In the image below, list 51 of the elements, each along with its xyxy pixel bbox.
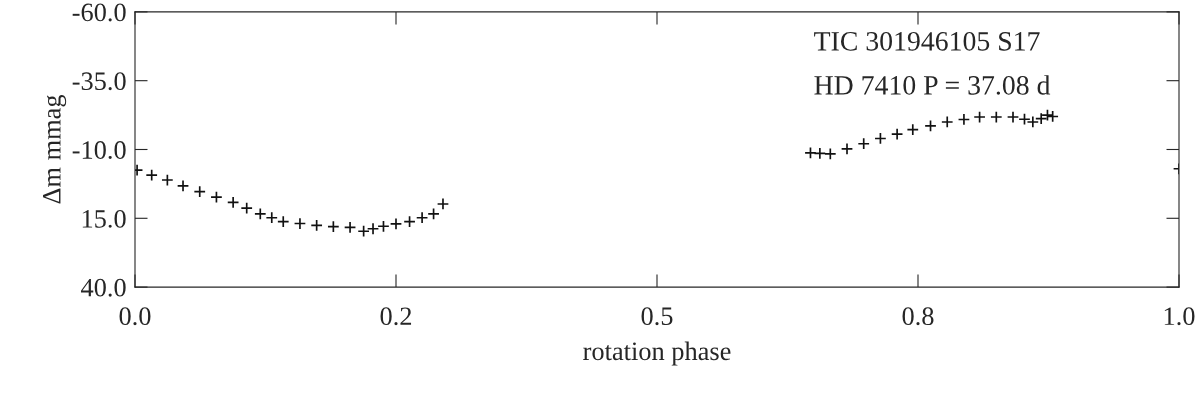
y-axis-title: Δm mmag <box>43 94 67 204</box>
y-tick-label: -35.0 <box>72 72 126 91</box>
point <box>824 147 837 161</box>
point <box>427 207 440 221</box>
x-tick-label: 0.5 <box>641 307 673 326</box>
y-tick-label: 15.0 <box>82 209 126 228</box>
point <box>193 185 206 198</box>
point <box>240 201 253 215</box>
x-tick-label: 0.2 <box>380 307 412 326</box>
point <box>990 110 1003 124</box>
point <box>327 220 340 233</box>
point <box>1006 110 1020 124</box>
point <box>293 217 307 230</box>
point <box>277 215 290 228</box>
point <box>161 173 174 187</box>
point <box>377 220 390 233</box>
point <box>840 142 854 156</box>
point <box>415 211 429 224</box>
x-tick-label: 1.0 <box>1164 307 1195 326</box>
point <box>265 211 278 224</box>
point <box>210 190 223 204</box>
point <box>389 217 403 231</box>
point <box>874 132 887 145</box>
point <box>403 215 416 228</box>
annotation: HD 7410 P = 37.08 d <box>814 75 1051 95</box>
point <box>813 147 827 160</box>
point <box>436 197 450 211</box>
point <box>924 119 937 133</box>
point <box>366 222 380 235</box>
point <box>176 179 190 193</box>
point <box>254 207 267 221</box>
y-tick-label: 40.0 <box>81 278 126 297</box>
annotation: TIC 301946105 S17 <box>814 31 1040 51</box>
point <box>357 225 370 238</box>
point <box>145 168 158 182</box>
point <box>973 110 986 124</box>
point <box>804 146 817 160</box>
point <box>310 219 323 232</box>
point <box>890 127 904 141</box>
y-tick-label: -60.0 <box>72 3 126 22</box>
point <box>343 221 357 234</box>
point <box>857 137 870 150</box>
point <box>1018 113 1031 126</box>
point <box>906 123 919 136</box>
point <box>226 196 240 209</box>
x-tick-label: 0.8 <box>902 307 934 326</box>
point <box>957 113 971 126</box>
y-tick-label: -10.0 <box>72 141 126 160</box>
point <box>941 115 954 129</box>
x-tick-label: 0.0 <box>119 307 151 326</box>
x-axis-title: rotation phase <box>583 341 731 366</box>
